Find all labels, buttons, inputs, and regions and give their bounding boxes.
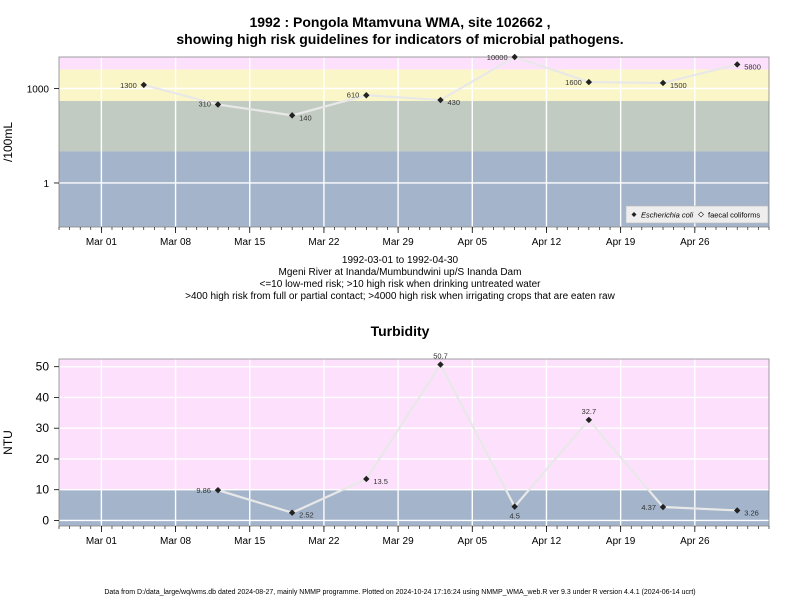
data-point [511,53,518,61]
data-label: 1500 [670,81,687,90]
x-tick-label: Mar 29 [383,536,415,547]
data-point [585,416,593,424]
data-point [659,79,667,87]
x-tick-label: Apr 05 [458,237,488,248]
y-tick-label: 1000 [27,84,50,95]
data-label: 430 [447,98,460,107]
x-tick-label: Mar 01 [86,536,118,547]
data-point [140,81,147,89]
data-point [437,96,444,104]
risk-band [59,101,769,152]
y-tick-label: 40 [36,390,50,404]
y-tick-label: 0 [42,513,49,527]
risk-band [59,57,769,70]
x-tick-label: Apr 12 [532,536,562,547]
x-tick-label: Apr 12 [532,237,562,248]
caption-guideline-drinking: <=10 low-med risk; >10 high risk when dr… [259,279,541,290]
risk-band [59,359,769,490]
x-tick-label: Mar 08 [160,237,192,248]
footer-note: Data from D:/data_large/wq/wms.db dated … [104,589,696,596]
y-axis-label: /100mL [1,122,15,162]
plot-frame [58,358,770,527]
data-label: 310 [198,100,211,109]
y-tick-label: 20 [36,452,50,466]
data-label: 610 [347,90,360,99]
legend-marker-ecoli [631,212,637,217]
plot-frame [58,56,770,228]
x-tick-label: Apr 05 [458,536,488,547]
caption-site: Mgeni River at Inanda/Mumbundwini up/S I… [278,267,522,278]
legend-box [625,205,769,224]
data-label: 13.5 [373,477,388,486]
data-label: 4.37 [641,503,656,512]
data-point [363,475,370,483]
x-tick-label: Mar 15 [234,237,266,248]
x-tick-label: Apr 26 [680,237,710,248]
data-label: 9.86 [196,486,211,495]
caption-guideline-contact: >400 high risk from full or partial cont… [185,291,615,302]
data-point [214,486,222,494]
chart2-title: Turbidity [370,323,430,339]
data-point [288,112,296,119]
y-tick-label: 30 [36,421,50,435]
data-point [363,92,370,99]
data-label: 5800 [744,62,761,71]
y-tick-label: 10 [36,483,50,497]
data-point [214,101,222,108]
data-label: 32.7 [582,407,597,416]
chart1-title-line1: 1992 : Pongola Mtamvuna WMA, site 102662… [249,14,551,30]
ecoli-chart: Mar 01 Mar 08 Mar 15 Mar 22 Mar 29 Apr 05 Apr … [1,53,770,248]
y-axis-label: NTU [1,430,15,455]
x-tick-label: Mar 22 [308,237,340,248]
legend-label-faecal: faecal coliforms [708,211,760,220]
data-point [659,503,667,511]
data-label: 4.5 [509,512,519,521]
legend-label-ecoli: Escherichia coli [641,211,693,220]
data-label: 1300 [120,81,137,90]
chart1-title-line2: showing high risk guidelines for indicat… [176,31,624,47]
y-tick-label: 1 [43,179,49,190]
data-label: 2.52 [299,511,314,520]
x-tick-label: Mar 08 [160,536,192,547]
data-point [511,503,518,510]
legend-marker-faecal [698,211,704,218]
data-label: 140 [299,113,312,122]
x-tick-label: Mar 22 [308,536,340,547]
x-tick-label: Mar 15 [234,536,266,547]
y-tick-label: 50 [36,360,50,374]
x-tick-label: Apr 19 [606,536,636,547]
x-tick-label: Mar 01 [86,237,118,248]
risk-band [59,69,769,102]
data-label: 50.7 [433,352,448,361]
data-label: 1600 [565,78,582,87]
x-tick-label: Apr 26 [680,536,710,547]
data-point [437,361,444,368]
data-label: 3.26 [744,508,759,517]
x-tick-label: Mar 29 [383,237,415,248]
caption-date-range: 1992-03-01 to 1992-04-30 [341,255,459,266]
data-label: 10000 [487,53,508,62]
series-line [217,362,738,514]
turbidity-chart: Mar 01 Mar 08 Mar 15 Mar 22 Mar 29 Apr 05 Apr … [1,352,770,547]
x-tick-label: Apr 19 [606,237,636,248]
